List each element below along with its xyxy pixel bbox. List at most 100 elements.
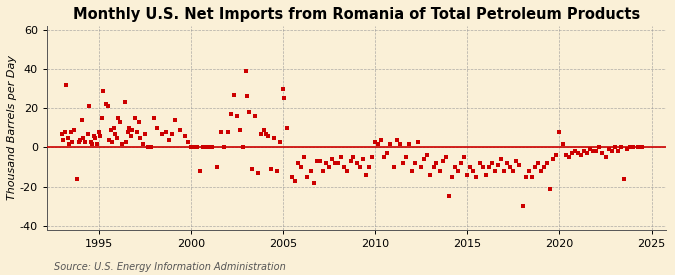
Point bbox=[606, 149, 617, 153]
Point bbox=[113, 116, 124, 120]
Point bbox=[225, 112, 236, 116]
Point bbox=[90, 135, 101, 140]
Point bbox=[456, 161, 466, 165]
Point bbox=[345, 159, 356, 163]
Point bbox=[487, 161, 497, 165]
Point bbox=[398, 161, 408, 165]
Point bbox=[164, 138, 175, 142]
Point bbox=[468, 169, 479, 173]
Point bbox=[262, 133, 273, 138]
Point bbox=[95, 133, 105, 138]
Point bbox=[566, 151, 577, 156]
Point bbox=[618, 177, 629, 181]
Point bbox=[428, 165, 439, 169]
Point bbox=[211, 165, 222, 169]
Point bbox=[548, 157, 559, 161]
Point bbox=[242, 94, 253, 99]
Point bbox=[416, 165, 427, 169]
Point bbox=[447, 175, 458, 179]
Point bbox=[329, 161, 340, 165]
Point bbox=[392, 138, 402, 142]
Point bbox=[101, 102, 111, 106]
Point bbox=[134, 135, 145, 140]
Point bbox=[327, 157, 338, 161]
Point bbox=[542, 161, 553, 165]
Point bbox=[290, 178, 300, 183]
Point bbox=[126, 133, 136, 138]
Point bbox=[578, 149, 589, 153]
Point bbox=[76, 118, 87, 122]
Title: Monthly U.S. Net Imports from Romania of Total Petroleum Products: Monthly U.S. Net Imports from Romania of… bbox=[73, 7, 641, 22]
Point bbox=[56, 131, 67, 136]
Point bbox=[563, 155, 574, 160]
Point bbox=[271, 169, 282, 173]
Point bbox=[65, 130, 76, 134]
Point bbox=[511, 159, 522, 163]
Point bbox=[115, 120, 126, 124]
Point bbox=[628, 145, 639, 150]
Point bbox=[594, 145, 605, 150]
Point bbox=[240, 69, 251, 73]
Point bbox=[569, 149, 580, 153]
Point bbox=[246, 167, 257, 171]
Point bbox=[152, 126, 163, 130]
Point bbox=[367, 155, 377, 160]
Point bbox=[342, 169, 353, 173]
Point bbox=[110, 131, 121, 136]
Point bbox=[529, 165, 540, 169]
Point bbox=[256, 131, 267, 136]
Point bbox=[145, 145, 156, 150]
Point bbox=[400, 155, 411, 160]
Point bbox=[87, 141, 98, 146]
Point bbox=[122, 130, 133, 134]
Point bbox=[61, 82, 72, 87]
Point bbox=[360, 173, 371, 177]
Point bbox=[232, 114, 242, 118]
Point bbox=[67, 139, 78, 144]
Text: Source: U.S. Energy Information Administration: Source: U.S. Energy Information Administ… bbox=[54, 262, 286, 272]
Point bbox=[493, 163, 504, 167]
Point bbox=[376, 138, 387, 142]
Point bbox=[373, 141, 383, 146]
Point bbox=[406, 169, 417, 173]
Point bbox=[116, 141, 127, 146]
Point bbox=[434, 169, 445, 173]
Point bbox=[582, 151, 593, 156]
Point bbox=[597, 151, 608, 156]
Point bbox=[75, 138, 86, 142]
Point bbox=[323, 165, 334, 169]
Point bbox=[308, 180, 319, 185]
Point bbox=[317, 169, 328, 173]
Point bbox=[632, 145, 643, 150]
Point bbox=[526, 175, 537, 179]
Point bbox=[107, 139, 117, 144]
Point bbox=[354, 165, 365, 169]
Point bbox=[103, 104, 113, 108]
Point bbox=[200, 145, 211, 150]
Point bbox=[109, 126, 119, 130]
Point bbox=[84, 104, 95, 108]
Point bbox=[588, 149, 599, 153]
Point bbox=[471, 175, 482, 179]
Point bbox=[333, 161, 344, 165]
Point bbox=[616, 145, 626, 150]
Point bbox=[64, 141, 75, 146]
Point bbox=[268, 135, 279, 140]
Point bbox=[82, 131, 93, 136]
Point bbox=[293, 161, 304, 165]
Point bbox=[299, 155, 310, 160]
Point bbox=[170, 118, 181, 122]
Point bbox=[370, 139, 381, 144]
Point bbox=[514, 163, 525, 167]
Point bbox=[238, 145, 248, 150]
Point bbox=[412, 139, 423, 144]
Point bbox=[182, 139, 193, 144]
Point bbox=[624, 145, 635, 150]
Point bbox=[244, 110, 254, 114]
Point bbox=[495, 157, 506, 161]
Point bbox=[59, 130, 70, 134]
Point bbox=[533, 161, 543, 165]
Point bbox=[431, 161, 442, 165]
Point bbox=[219, 145, 230, 150]
Point bbox=[85, 139, 96, 144]
